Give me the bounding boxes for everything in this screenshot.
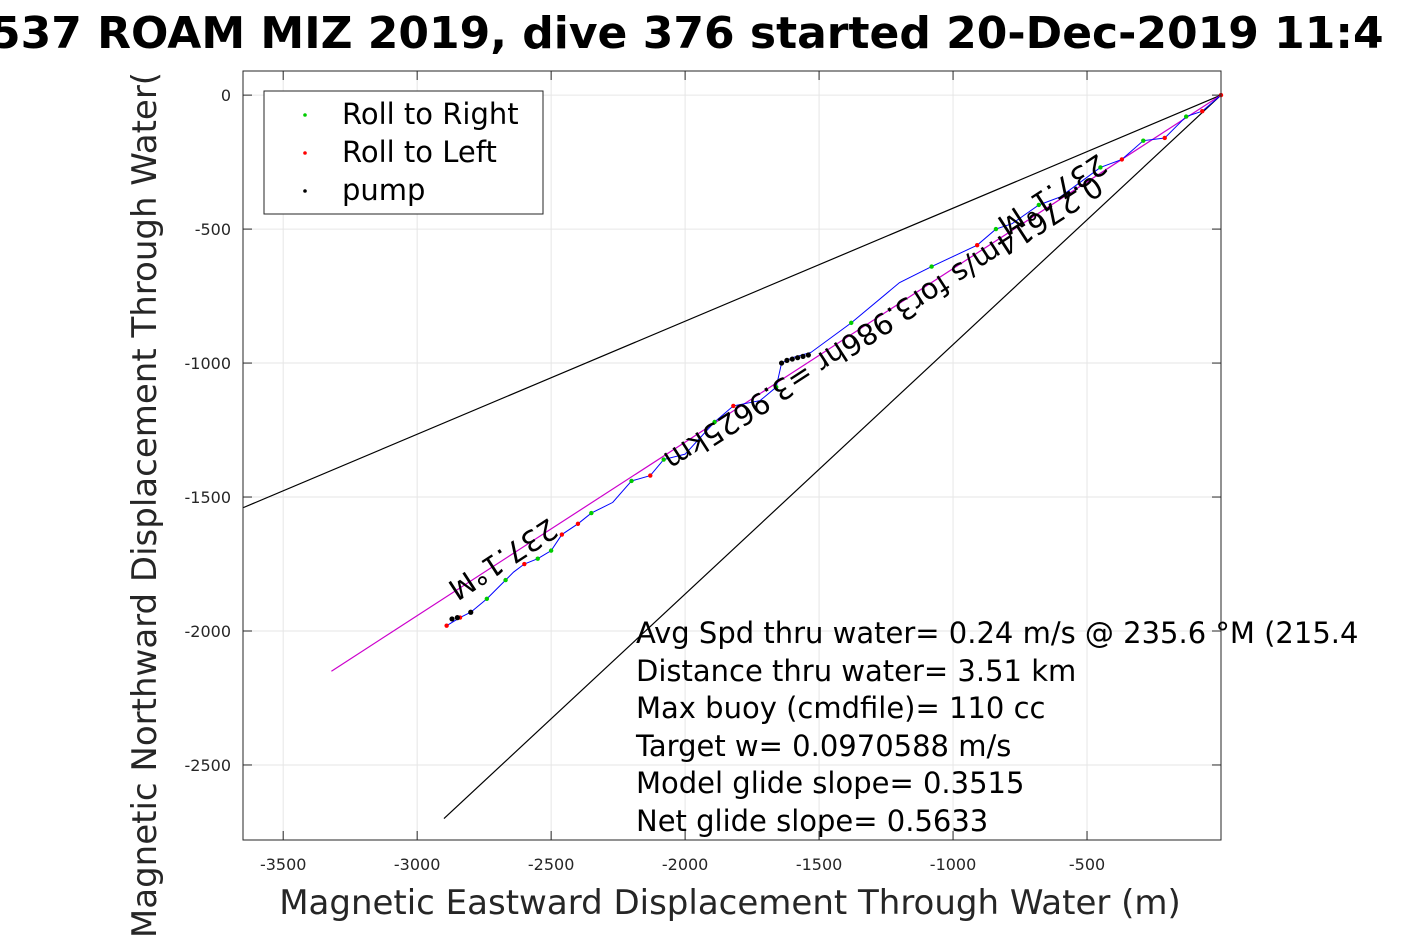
point-roll-to-right — [629, 478, 634, 484]
y-axis-ticks: 0 -500 -1000 -1500 -2000 -2500 — [185, 86, 1221, 775]
x-tick-label: -2500 — [528, 855, 575, 874]
dive-summary-text: Avg Spd thru water= 0.24 m/s @ 235.6 °M … — [635, 616, 1358, 838]
chart-title: 537 ROAM MIZ 2019, dive 376 started 20-D… — [0, 8, 1384, 59]
point-pump — [800, 353, 806, 359]
point-roll-to-right — [712, 419, 717, 425]
info-net-glide-slope: Net glide slope= 0.5633 — [636, 804, 988, 838]
point-pump — [789, 356, 795, 362]
x-tick-label: -500 — [1069, 855, 1105, 874]
x-axis-ticks: -3500 -3000 -2500 -2000 -1500 -1000 -500 — [260, 71, 1105, 874]
point-pump — [454, 615, 460, 621]
point-roll-to-right — [535, 556, 540, 561]
point-roll-to-left — [974, 242, 980, 248]
point-roll-to-left — [444, 623, 449, 628]
reference-lines — [242, 94, 1222, 820]
point-roll-to-left — [1119, 157, 1125, 162]
x-tick-label: -1000 — [930, 855, 977, 874]
y-tick-label: -500 — [195, 220, 231, 239]
legend-box — [263, 90, 544, 215]
y-tick-label: -1500 — [185, 488, 232, 507]
legend-marker-roll-left — [303, 151, 307, 155]
point-roll-to-left — [648, 473, 653, 478]
reference-line-0 — [242, 94, 1222, 509]
point-roll-to-right — [1036, 202, 1041, 208]
y-tick-label: -2000 — [185, 622, 232, 641]
point-roll-to-left — [731, 403, 736, 409]
y-axis-label: Magnetic Northward Displacement Through … — [125, 72, 165, 938]
point-pump — [468, 609, 474, 615]
legend-label-roll-right: Roll to Right — [342, 97, 519, 131]
point-pump — [449, 616, 455, 622]
point-roll-to-right — [1183, 114, 1189, 119]
point-pump — [805, 352, 811, 358]
info-model-glide-slope: Model glide slope= 0.3515 — [636, 766, 1024, 800]
point-roll-to-right — [1141, 138, 1146, 143]
reference-line-1 — [443, 94, 1222, 820]
reference-line-2 — [331, 94, 1222, 672]
y-tick-label: -2500 — [185, 756, 232, 775]
track-line — [446, 94, 1222, 627]
glider-track — [446, 94, 1222, 627]
point-pump — [778, 360, 785, 366]
legend-label-pump: pump — [342, 173, 425, 207]
legend: Roll to Right Roll to Left pump — [263, 90, 544, 215]
point-roll-to-right — [774, 384, 779, 390]
point-roll-to-left — [522, 561, 527, 567]
point-roll-to-right — [849, 320, 854, 326]
x-tick-label: -2000 — [662, 855, 709, 874]
legend-label-roll-left: Roll to Left — [342, 135, 497, 169]
x-axis-label: Magnetic Eastward Displacement Through W… — [279, 883, 1181, 923]
info-distance: Distance thru water= 3.51 km — [636, 654, 1076, 688]
point-pump — [795, 355, 801, 361]
point-roll-to-left — [1162, 135, 1167, 141]
axes-box — [242, 70, 1222, 841]
legend-marker-pump — [303, 189, 307, 193]
point-roll-to-right — [993, 226, 999, 232]
y-tick-label: 0 — [221, 86, 231, 105]
x-tick-label: -1500 — [796, 855, 843, 874]
info-avg-speed: Avg Spd thru water= 0.24 m/s @ 235.6 °M … — [636, 616, 1358, 650]
y-tick-label: -1000 — [185, 354, 232, 373]
x-tick-label: -3000 — [394, 855, 441, 874]
point-roll-to-right — [589, 510, 594, 516]
grid — [243, 71, 1221, 840]
info-target-w: Target w= 0.0970588 m/s — [635, 729, 1011, 763]
legend-marker-roll-right — [303, 113, 307, 117]
x-tick-label: -3500 — [260, 855, 307, 874]
point-roll-to-left — [575, 521, 581, 527]
point-roll-to-right — [1098, 165, 1103, 170]
data-points — [444, 92, 1224, 628]
point-pump — [784, 357, 790, 363]
point-roll-to-right — [503, 577, 508, 583]
point-roll-to-right — [661, 457, 666, 462]
point-roll-to-right — [929, 264, 934, 269]
point-roll-to-left — [1200, 108, 1205, 114]
info-max-buoy: Max buoy (cmdfile)= 110 cc — [636, 691, 1045, 725]
point-roll-to-left — [559, 532, 565, 537]
point-roll-to-right — [548, 548, 554, 553]
point-roll-to-right — [484, 596, 490, 602]
